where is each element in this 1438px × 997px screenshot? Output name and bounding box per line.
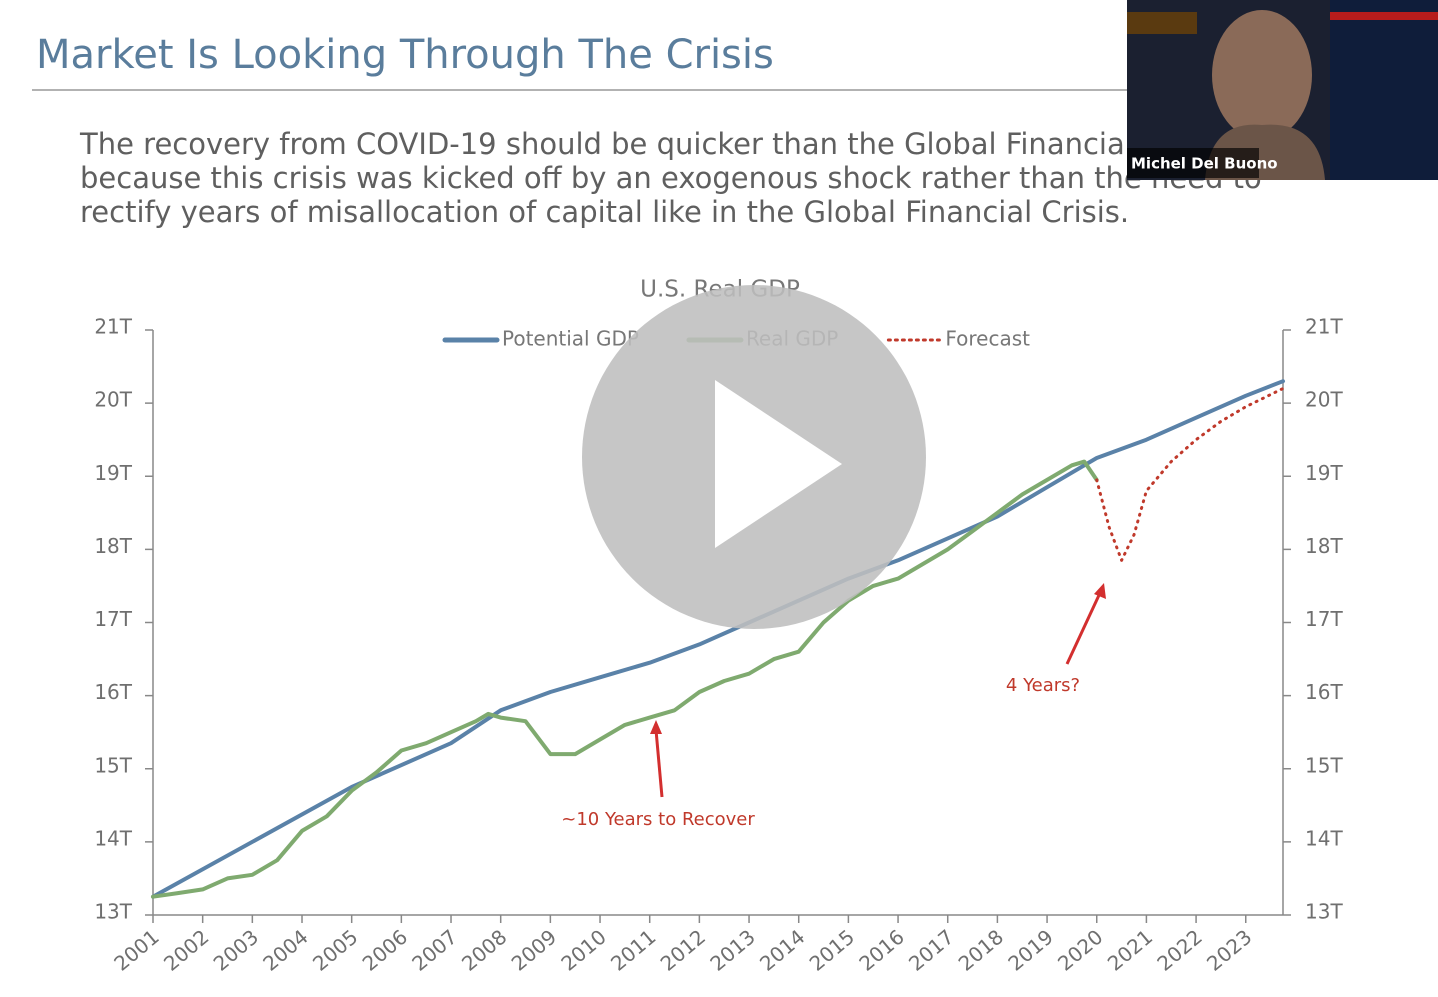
legend-label: Potential GDP xyxy=(502,327,639,351)
play-button[interactable] xyxy=(582,285,926,629)
y-tick-label-right: 14T xyxy=(1305,826,1343,850)
y-tick-label-right: 17T xyxy=(1305,607,1343,631)
annotation-arrows xyxy=(650,583,1106,798)
body-line: The recovery from COVID-19 should be qui… xyxy=(79,127,1221,161)
y-tick-label-right: 18T xyxy=(1305,534,1343,558)
y-tick-label: 13T xyxy=(94,900,132,924)
name-plate xyxy=(1127,148,1259,178)
legend-label: Forecast xyxy=(945,327,1030,351)
y-tick-label-right: 19T xyxy=(1305,461,1343,485)
presenter-face xyxy=(1212,10,1312,140)
screen-bar xyxy=(1330,12,1438,20)
y-tick-label: 17T xyxy=(94,607,132,631)
y-tick-label-right: 16T xyxy=(1305,680,1343,704)
series-line xyxy=(151,459,1099,899)
y-tick-label-right: 13T xyxy=(1305,900,1343,924)
screen-bar xyxy=(1127,12,1197,34)
y-tick-label: 14T xyxy=(94,826,132,850)
video-thumbnail: Michel Del Buono xyxy=(1127,0,1438,180)
arrow xyxy=(654,729,664,798)
y-tick-label: 18T xyxy=(94,534,132,558)
body-line: because this crisis was kicked off by an… xyxy=(80,161,1262,195)
y-tick-label-right: 21T xyxy=(1305,315,1343,339)
y-tick-label: 21T xyxy=(94,315,132,339)
y-tick-label-right: 20T xyxy=(1305,388,1343,412)
y-tick-label-right: 15T xyxy=(1305,753,1343,777)
presenter-name: Michel Del Buono xyxy=(1131,155,1278,173)
arrow xyxy=(1065,592,1102,665)
arrowhead xyxy=(650,720,662,734)
y-tick-label: 20T xyxy=(94,388,132,412)
y-tick-label: 16T xyxy=(94,680,132,704)
play-icon[interactable] xyxy=(715,380,842,548)
series-line xyxy=(1095,387,1285,562)
arrowhead xyxy=(1094,583,1106,599)
annotation: ~10 Years to Recover xyxy=(561,809,755,830)
annotation: 4 Years? xyxy=(1006,675,1080,696)
body-line: rectify years of misallocation of capita… xyxy=(80,195,1129,229)
y-tick-label: 19T xyxy=(94,461,132,485)
screen-background xyxy=(1330,0,1438,180)
y-tick-label: 15T xyxy=(94,753,132,777)
slide-title: Market Is Looking Through The Crisis xyxy=(36,32,774,78)
